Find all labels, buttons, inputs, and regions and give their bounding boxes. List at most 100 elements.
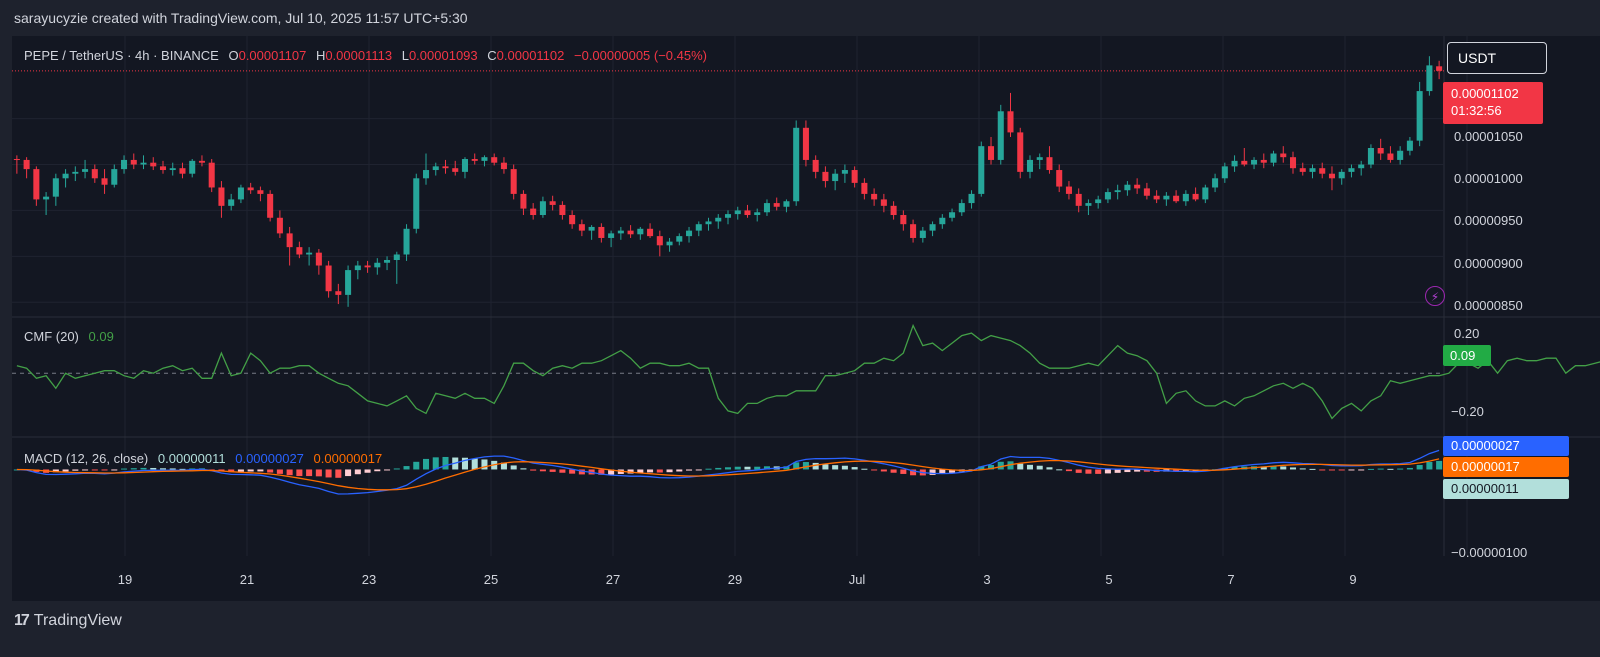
cmf-legend: CMF (20) 0.09 [24,329,120,344]
macd-histogram-bar [832,465,839,470]
macd-histogram-bar [72,469,79,471]
macd-histogram-bar [861,468,868,470]
candle [1182,193,1189,202]
time-tick: 9 [1349,572,1356,587]
time-tick: 25 [484,572,498,587]
price-tick: 0.00000950 [1454,213,1523,228]
currency-button[interactable]: USDT [1447,42,1547,74]
macd-histogram-bar [257,469,264,472]
macd-histogram-bar [189,468,196,470]
candle [1036,157,1043,160]
chart-canvas[interactable]: 19 21 23 25 27 29 Jul 3 5 7 9 [12,36,1600,601]
macd-histogram-bar [1124,469,1131,473]
macd-histogram-bar [1036,465,1043,470]
candle [520,193,527,209]
candle [919,230,926,238]
macd-histogram-bar [559,469,566,473]
macd-histogram-bar [140,467,147,470]
candle [773,203,780,207]
candle [1212,178,1219,188]
candle [374,262,381,268]
cmf-tick: −0.20 [1451,404,1484,419]
macd-signal-tag: 0.00000017 [1443,457,1569,477]
macd-histogram-bar [1328,469,1335,471]
tradingview-logo[interactable]: 17 TradingView [14,612,122,630]
candle [1328,173,1335,179]
candle [150,162,157,167]
candle [237,187,244,200]
candle [1309,168,1316,172]
macd-histogram-bar [1134,469,1141,472]
macd-histogram-bar [62,469,69,472]
macd-histogram-bar [354,469,361,475]
macd-histogram-bar [510,465,517,470]
cmf-label: CMF (20) [24,329,79,344]
candle [72,171,79,174]
candle [1124,184,1131,191]
candle [130,159,137,165]
candle [179,168,186,174]
macd-histogram-bar [481,459,488,470]
macd-hist-tag: 0.00000011 [1443,479,1569,499]
macd-histogram-bar [1085,469,1092,474]
time-tick: 19 [118,572,132,587]
candle [880,199,887,206]
candle [715,217,722,222]
candle [442,166,449,169]
time-tick: 21 [240,572,254,587]
candle [1280,153,1287,158]
candle [1231,160,1238,167]
candle [354,265,361,271]
candle [1026,159,1034,172]
candle [1251,159,1258,165]
macd-histogram-bar [1358,469,1365,471]
candle [1426,65,1433,92]
macd-histogram-bar [237,469,244,472]
macd-histogram-bar [734,466,741,470]
candle [276,217,283,234]
candle [159,166,167,171]
chart-frame[interactable]: 19 21 23 25 27 29 Jul 3 5 7 9 PEPE / TetherUS · 4h… [12,36,1600,601]
candle [218,187,225,206]
lightning-icon[interactable]: ⚡ [1425,286,1445,306]
candle [1202,187,1209,200]
macd-histogram-bar [1075,469,1082,473]
candle [822,171,829,182]
macd-histogram-bar [403,466,410,470]
price-tick: 0.00000850 [1454,298,1523,313]
macd-line-tag: 0.00000027 [1443,436,1569,456]
candle [1134,184,1141,189]
macd-histogram-bar [539,469,546,472]
candle [257,190,264,194]
open-value: O0.00001107 [228,48,307,63]
macd-histogram-bar [1348,469,1355,471]
macd-histogram-bar [345,469,352,477]
macd-histogram-bar [1143,469,1150,472]
tradingview-wordmark: TradingView [33,612,122,629]
macd-signal-line [16,458,1440,491]
macd-histogram-bar [695,469,702,471]
candle [763,203,770,213]
macd-histogram-bar [111,469,118,471]
candle [1065,186,1072,194]
candle [656,236,663,246]
candle [335,291,342,295]
candle [364,265,371,268]
time-tick: 29 [728,572,742,587]
macd-histogram-bar [1065,469,1072,472]
candle [627,230,634,235]
symbol-name: PEPE / TetherUS · 4h · BINANCE [24,48,219,63]
time-tick: 3 [983,572,990,587]
candle [1319,168,1326,174]
candle [949,212,956,218]
macd-histogram-bar [296,469,303,477]
candle [228,199,235,206]
macd-histogram-bar [1367,468,1374,470]
candle [1367,148,1374,165]
macd-histogram-bar [179,468,186,470]
candle [744,210,751,216]
candle [1095,199,1102,204]
candle [101,178,108,185]
candle [1387,153,1394,160]
macd-tick: −0.00000100 [1451,545,1528,560]
